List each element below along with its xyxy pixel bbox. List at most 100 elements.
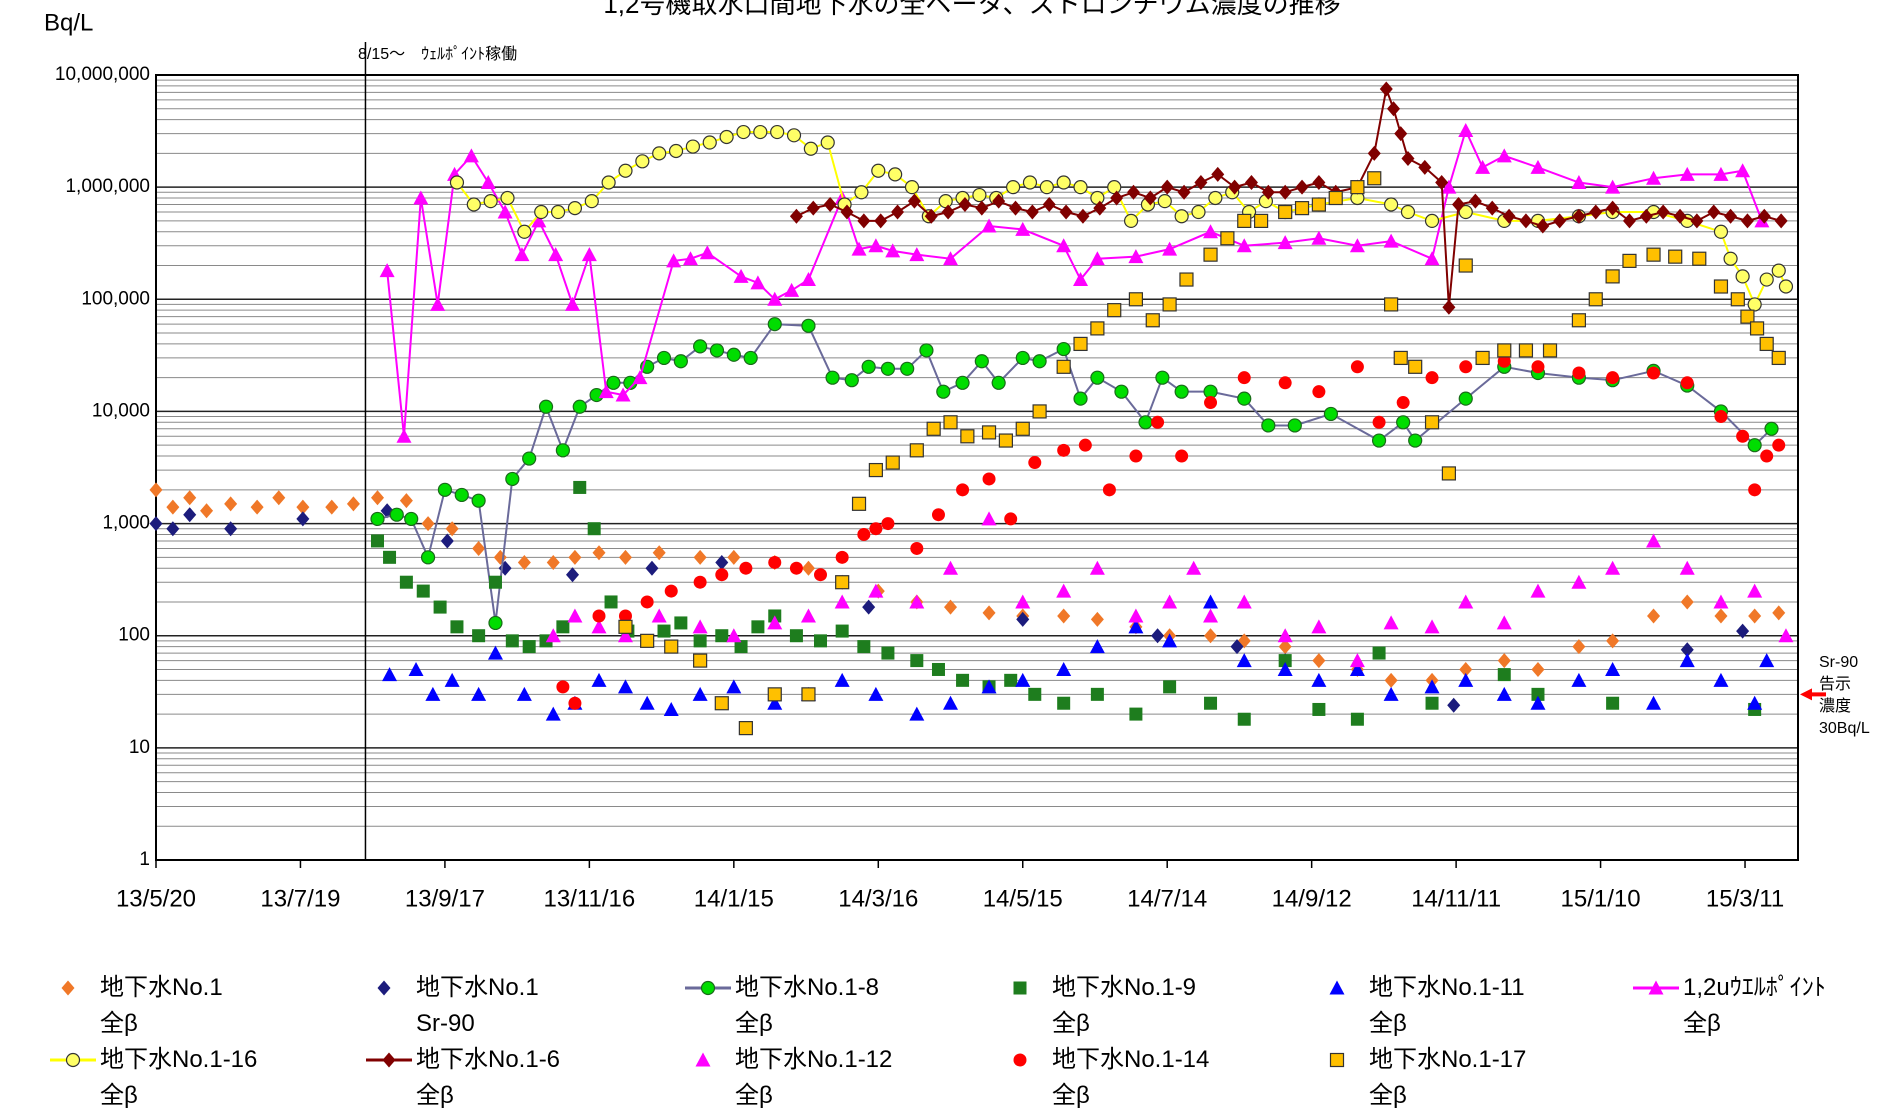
marker <box>692 619 708 634</box>
marker <box>851 496 867 511</box>
marker <box>1497 343 1512 358</box>
marker <box>1647 366 1661 380</box>
marker <box>834 672 850 687</box>
marker <box>1032 354 1047 369</box>
marker <box>715 629 729 643</box>
marker <box>1458 204 1473 220</box>
marker <box>981 679 997 694</box>
marker <box>445 521 459 537</box>
marker <box>1497 668 1511 682</box>
marker <box>814 634 828 648</box>
marker <box>1039 180 1054 195</box>
marker <box>1536 218 1550 234</box>
marker <box>1778 279 1794 294</box>
marker <box>1442 299 1456 315</box>
x-tick-label: 14/11/11 <box>1411 885 1501 912</box>
marker <box>1230 639 1244 655</box>
marker <box>868 583 884 598</box>
marker <box>538 399 554 414</box>
marker <box>1042 197 1056 213</box>
marker <box>751 620 765 634</box>
marker <box>909 706 925 721</box>
marker <box>1707 204 1721 220</box>
legend-label: 地下水No.1-16 全β <box>100 1046 258 1109</box>
marker <box>736 124 751 140</box>
marker <box>693 634 707 648</box>
legend-marker <box>377 980 391 996</box>
marker <box>1418 159 1432 175</box>
marker <box>1740 213 1754 229</box>
marker <box>972 187 987 203</box>
marker <box>1735 163 1751 178</box>
marker <box>1349 653 1365 668</box>
marker <box>739 561 753 575</box>
marker <box>1647 608 1661 624</box>
marker <box>692 686 708 701</box>
marker <box>573 480 587 494</box>
marker <box>500 190 515 206</box>
marker <box>383 550 397 564</box>
marker <box>1151 628 1165 644</box>
marker <box>998 433 1013 448</box>
x-tick-label: 13/7/19 <box>260 885 340 912</box>
marker <box>416 584 430 598</box>
marker <box>991 375 1006 390</box>
marker <box>1057 443 1071 457</box>
marker <box>1441 466 1456 481</box>
marker <box>1278 376 1292 390</box>
marker <box>272 490 286 506</box>
marker <box>1078 438 1092 452</box>
marker <box>1759 272 1774 287</box>
marker <box>651 608 667 623</box>
marker <box>702 135 717 150</box>
marker <box>801 687 816 702</box>
marker <box>1294 201 1310 216</box>
marker <box>1186 560 1202 575</box>
marker <box>1089 251 1105 266</box>
x-tick-label: 13/11/16 <box>544 885 636 912</box>
marker <box>1425 371 1439 385</box>
marker <box>936 384 951 399</box>
marker <box>1015 672 1031 687</box>
marker <box>517 224 532 239</box>
marker <box>1646 247 1661 262</box>
marker <box>1530 583 1546 598</box>
marker <box>380 503 394 519</box>
marker <box>370 511 385 527</box>
marker <box>1383 686 1399 701</box>
marker <box>974 354 989 369</box>
x-tick-label: 14/5/15 <box>983 885 1063 912</box>
marker <box>1736 623 1750 639</box>
marker <box>1237 391 1252 406</box>
marker <box>743 350 758 366</box>
marker <box>693 549 707 565</box>
marker <box>835 624 849 638</box>
marker <box>1747 695 1763 710</box>
marker <box>982 605 996 621</box>
marker <box>617 628 633 643</box>
marker <box>618 549 632 565</box>
marker <box>1485 200 1499 216</box>
marker <box>1518 343 1534 358</box>
marker <box>931 508 945 522</box>
marker <box>1056 583 1072 598</box>
marker <box>693 339 708 354</box>
marker <box>463 148 479 163</box>
marker <box>956 673 970 687</box>
marker <box>1278 184 1292 200</box>
marker <box>632 370 648 385</box>
marker <box>1312 175 1326 191</box>
marker <box>1032 404 1047 419</box>
marker <box>587 522 601 536</box>
x-tick-label: 14/1/15 <box>694 885 774 912</box>
marker <box>592 545 606 561</box>
marker <box>1312 702 1326 716</box>
marker <box>1713 166 1729 181</box>
marker <box>1680 594 1694 610</box>
marker <box>981 511 997 526</box>
legend-label: 1,2uｳｴﾙﾎﾟｲﾝﾄ 全β <box>1683 974 1826 1037</box>
marker <box>640 595 654 609</box>
marker <box>767 291 783 306</box>
marker <box>1502 208 1516 224</box>
marker <box>786 128 802 143</box>
